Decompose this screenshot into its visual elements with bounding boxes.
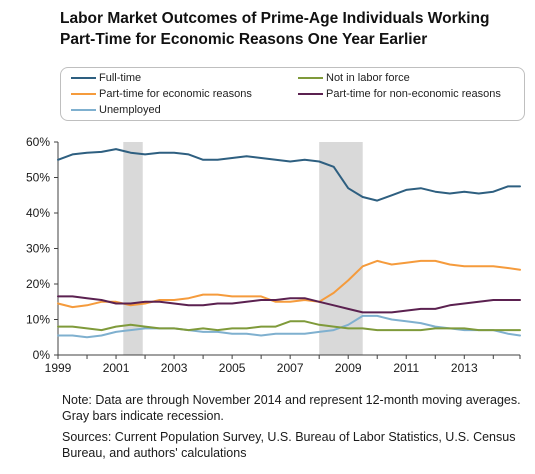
y-tick-label: 50%: [26, 171, 50, 185]
y-tick-label: 0%: [33, 348, 51, 362]
legend-swatch-full-time: [71, 77, 96, 79]
series-line-pt-noneconomic: [57, 295, 521, 314]
legend-item-unemployed: Unemployed: [71, 104, 161, 116]
y-tick-label: 30%: [26, 242, 50, 256]
title-line-2: Part-Time for Economic Reasons One Year …: [60, 31, 428, 48]
legend-label-unemployed: Unemployed: [99, 104, 161, 116]
x-tick-label: 2003: [161, 361, 188, 375]
x-tick-label: 2009: [335, 361, 362, 375]
title-line-1: Labor Market Outcomes of Prime-Age Indiv…: [60, 10, 490, 27]
recession-bar: [123, 142, 143, 355]
legend-swatch-pt-economic: [71, 93, 96, 95]
sources-text: Sources: Current Population Survey, U.S.…: [62, 430, 516, 460]
chart-notes: Note: Data are through November 2014 and…: [62, 392, 527, 466]
x-tick-label: 2013: [451, 361, 478, 375]
legend-item-pt-economic: Part-time for economic reasons: [71, 88, 252, 100]
recession-bar: [319, 142, 363, 355]
y-tick-label: 20%: [26, 277, 50, 291]
x-tick-label: 2005: [219, 361, 246, 375]
legend-label-full-time: Full-time: [99, 72, 142, 84]
y-tick-label: 60%: [26, 135, 50, 149]
legend-label-pt-noneconomic: Part-time for non-economic reasons: [326, 88, 501, 100]
y-tick-label: 40%: [26, 206, 50, 220]
legend-item-full-time: Full-time: [71, 72, 141, 84]
legend-item-pt-noneconomic: Part-time for non-economic reasons: [298, 88, 501, 100]
legend-swatch-unemployed: [71, 109, 96, 111]
y-tick-label: 10%: [26, 313, 50, 327]
chart-title: Labor Market Outcomes of Prime-Age Indiv…: [60, 8, 530, 50]
series-line-pt-economic: [57, 259, 521, 309]
x-tick-label: 2011: [393, 361, 419, 375]
note-text: Note: Data are through November 2014 and…: [62, 393, 521, 423]
legend-swatch-pt-noneconomic: [298, 93, 323, 95]
x-tick-label: 1999: [45, 361, 72, 375]
series-line-full-time: [57, 148, 521, 202]
legend: Full-time Part-time for economic reasons…: [60, 67, 525, 121]
legend-label-pt-economic: Part-time for economic reasons: [99, 88, 252, 100]
series-line-not-in-labor-force: [57, 320, 521, 332]
legend-item-not-in-labor-force: Not in labor force: [298, 72, 410, 84]
line-chart: 0% 10% 20% 30% 40% 50% 60% 1999 2001 2003 2005 2007…: [26, 135, 521, 375]
legend-label-not-in-labor-force: Not in labor force: [326, 72, 410, 84]
x-tick-label: 2001: [103, 361, 130, 375]
x-tick-label: 2007: [277, 361, 304, 375]
legend-swatch-not-in-labor-force: [298, 77, 323, 79]
